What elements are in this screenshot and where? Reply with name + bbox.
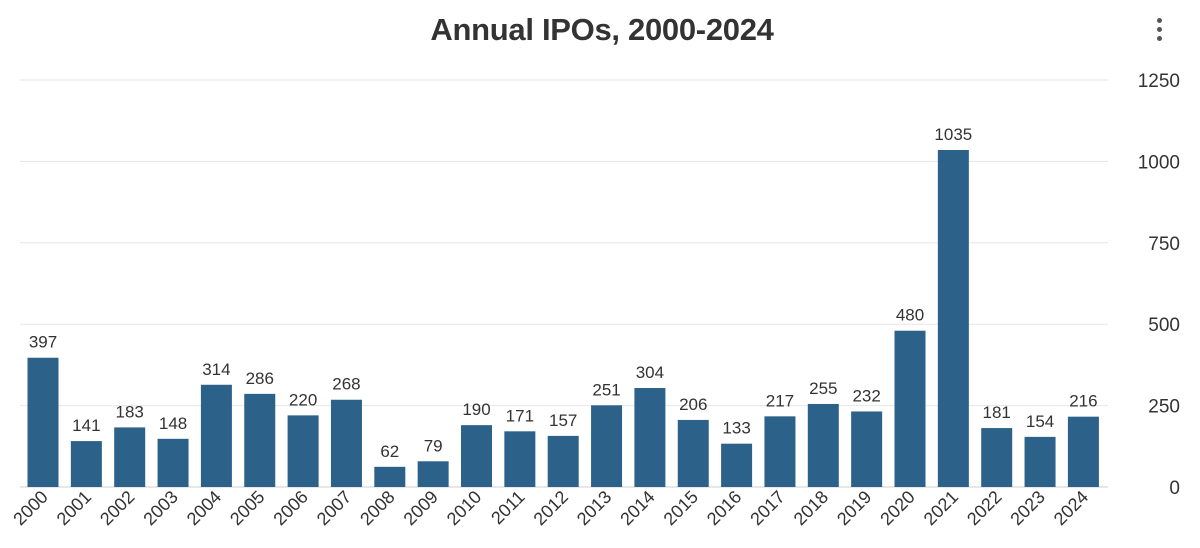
x-tick-label: 2011 (487, 487, 529, 529)
data-label: 206 (679, 395, 707, 414)
data-label: 148 (159, 414, 187, 433)
x-tick-label: 2008 (356, 487, 398, 529)
x-tick-label: 2002 (96, 487, 138, 529)
bar (27, 357, 59, 487)
data-label: 1035 (934, 125, 972, 144)
y-tick-label: 1250 (1138, 71, 1180, 92)
bar (417, 461, 449, 487)
x-tick-label: 2022 (963, 487, 1005, 529)
data-label: 220 (289, 390, 317, 409)
x-tick-label: 2010 (443, 487, 485, 529)
x-tick-label: 2018 (790, 487, 832, 529)
data-label: 157 (549, 411, 577, 430)
x-tick-label: 2004 (183, 487, 225, 529)
bar (461, 425, 492, 487)
x-tick-label: 2000 (9, 487, 51, 529)
bar (200, 384, 232, 487)
y-tick-label: 1000 (1138, 152, 1180, 173)
x-tick-label: 2023 (1006, 487, 1048, 529)
bar (981, 428, 1013, 487)
data-label: 255 (809, 379, 837, 398)
data-label: 397 (29, 333, 57, 352)
bar (157, 438, 189, 487)
x-tick-label: 2019 (833, 487, 875, 529)
data-label: 304 (636, 363, 664, 382)
bar (114, 427, 146, 487)
bar (937, 150, 969, 487)
bar (1024, 436, 1056, 487)
x-tick-label: 2013 (573, 487, 615, 529)
bar (70, 441, 102, 487)
data-label: 217 (766, 391, 794, 410)
data-label: 268 (332, 375, 360, 394)
x-tick-label: 2009 (400, 487, 442, 529)
data-label: 251 (592, 380, 620, 399)
x-tick-label: 2016 (703, 487, 745, 529)
chart-title: Annual IPOs, 2000-2024 (430, 12, 774, 47)
bar (721, 443, 753, 487)
data-label: 62 (380, 442, 399, 461)
bar (330, 399, 362, 487)
bar (244, 393, 276, 487)
x-tick-label: 2021 (920, 487, 962, 529)
x-tick-label: 2006 (269, 487, 311, 529)
bar (677, 419, 709, 487)
data-label: 181 (983, 403, 1011, 422)
bar (547, 435, 579, 487)
data-label: 216 (1069, 392, 1097, 411)
bar (764, 416, 796, 487)
x-tick-label: 2017 (746, 487, 788, 529)
x-tick-label: 2003 (139, 487, 181, 529)
data-label: 314 (202, 360, 230, 379)
x-tick-label: 2001 (53, 487, 95, 529)
data-label: 171 (506, 406, 534, 425)
x-tick-label: 2014 (616, 487, 658, 529)
data-label: 141 (72, 416, 100, 435)
bar (374, 466, 406, 487)
bar (287, 415, 319, 487)
bar (851, 411, 883, 487)
bar (504, 431, 536, 487)
data-label: 286 (246, 369, 274, 388)
bar (807, 403, 839, 487)
bar (591, 405, 623, 487)
y-tick-label: 250 (1148, 397, 1180, 418)
x-tick-label: 2007 (313, 487, 355, 529)
data-label: 183 (116, 402, 144, 421)
bar (894, 330, 926, 487)
y-tick-label: 500 (1148, 315, 1180, 336)
y-tick-label: 0 (1169, 478, 1180, 499)
x-tick-label: 2012 (530, 487, 572, 529)
bar (634, 388, 666, 487)
data-label: 133 (722, 419, 750, 438)
data-label: 232 (852, 386, 880, 405)
x-tick-label: 2005 (226, 487, 268, 529)
data-label: 480 (896, 306, 924, 325)
more-options-icon[interactable] (1150, 14, 1168, 44)
x-tick-label: 2020 (876, 487, 918, 529)
bar (1067, 416, 1099, 487)
data-label: 79 (424, 436, 443, 455)
x-tick-label: 2015 (660, 487, 702, 529)
data-label: 154 (1026, 412, 1054, 431)
x-tick-label: 2024 (1050, 487, 1092, 529)
data-label: 190 (462, 400, 490, 419)
y-tick-label: 750 (1148, 234, 1180, 255)
